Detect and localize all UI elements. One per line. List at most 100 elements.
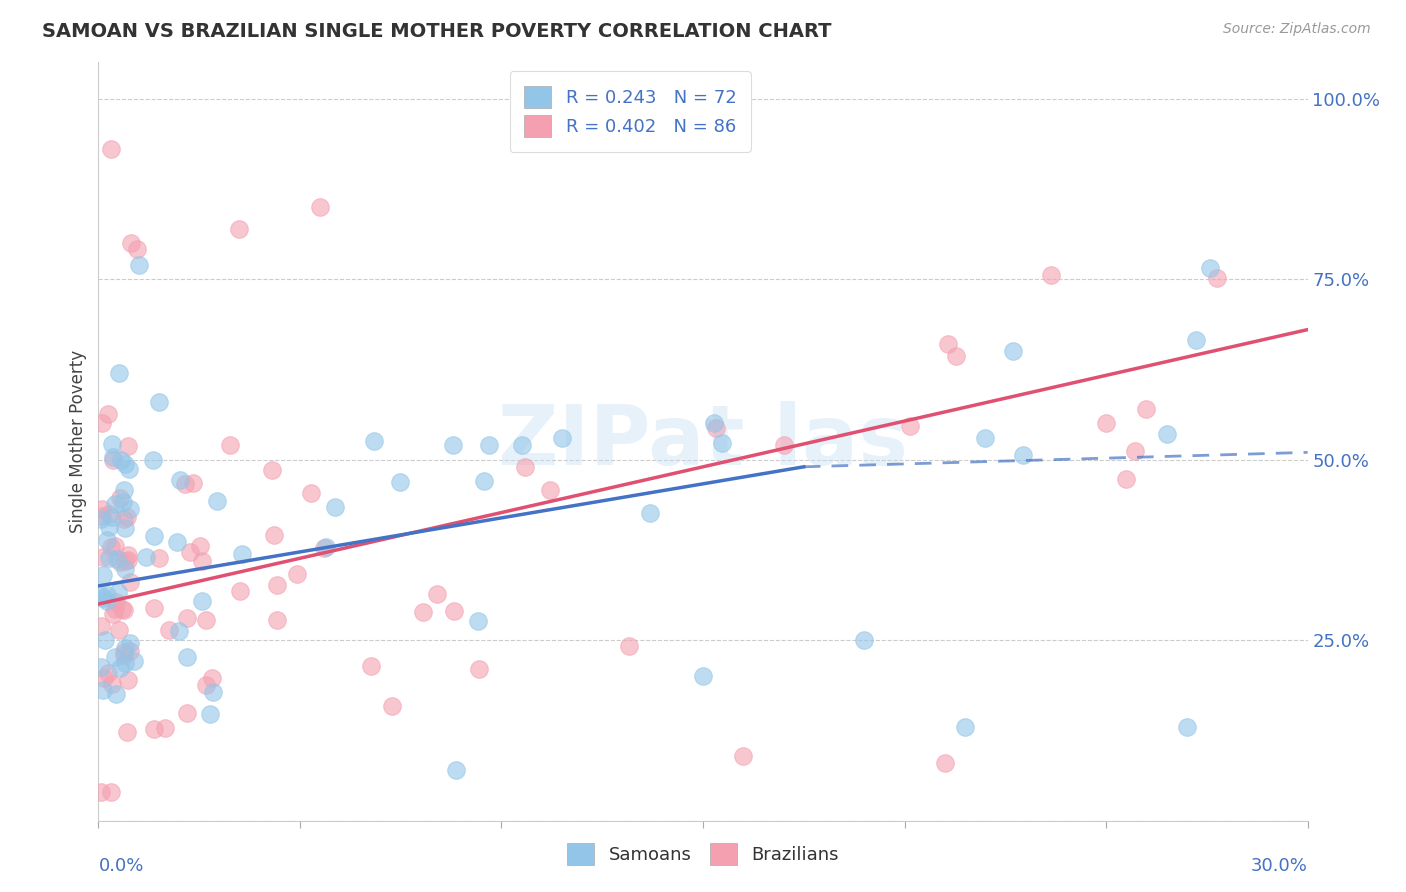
Point [93, 567, 115, 582]
Point [176, 650, 198, 665]
Point [1185, 334, 1208, 348]
Point [105, 552, 128, 566]
Point [120, 636, 142, 650]
Point [91, 502, 114, 516]
Y-axis label: Single Mother Poverty: Single Mother Poverty [69, 350, 87, 533]
Point [142, 453, 165, 467]
Point [124, 654, 146, 668]
Point [263, 528, 285, 542]
Point [231, 547, 253, 561]
Point [107, 584, 129, 599]
Point [167, 624, 190, 638]
Point [363, 434, 385, 448]
Point [953, 720, 976, 734]
Point [91, 682, 114, 697]
Point [510, 438, 533, 452]
Point [103, 607, 125, 621]
Point [114, 640, 136, 655]
Point [148, 551, 170, 566]
Point [472, 475, 495, 489]
Point [1002, 343, 1025, 358]
Point [98, 550, 121, 565]
Point [266, 578, 288, 592]
Point [314, 541, 336, 555]
Point [262, 462, 284, 476]
Point [101, 677, 124, 691]
Point [169, 473, 191, 487]
Point [117, 553, 139, 567]
Point [115, 725, 138, 739]
Point [179, 545, 201, 559]
Point [772, 438, 794, 452]
Point [114, 553, 136, 567]
Text: SAMOAN VS BRAZILIAN SINGLE MOTHER POVERTY CORRELATION CHART: SAMOAN VS BRAZILIAN SINGLE MOTHER POVERT… [42, 22, 832, 41]
Text: Source: ZipAtlas.com: Source: ZipAtlas.com [1223, 22, 1371, 37]
Text: 30.0%: 30.0% [1251, 856, 1308, 875]
Point [1039, 268, 1062, 282]
Point [389, 475, 412, 489]
Point [412, 605, 434, 619]
Point [157, 623, 180, 637]
Point [104, 539, 127, 553]
Point [444, 763, 467, 777]
Point [108, 491, 131, 505]
Point [97, 665, 120, 680]
Point [96, 594, 118, 608]
Point [90, 511, 112, 525]
Point [640, 506, 662, 520]
Point [936, 337, 959, 351]
Point [94, 632, 117, 647]
Point [443, 605, 465, 619]
Point [202, 684, 225, 698]
Point [96, 588, 118, 602]
Point [513, 459, 536, 474]
Point [142, 722, 165, 736]
Point [112, 645, 135, 659]
Point [128, 258, 150, 272]
Point [1205, 270, 1227, 285]
Point [125, 242, 148, 256]
Point [194, 613, 217, 627]
Point [1011, 448, 1033, 462]
Point [205, 493, 228, 508]
Point [176, 706, 198, 721]
Point [134, 549, 156, 564]
Point [703, 416, 725, 430]
Point [183, 475, 205, 490]
Point [174, 477, 197, 491]
Point [551, 431, 574, 445]
Point [153, 722, 176, 736]
Point [93, 671, 115, 685]
Point [441, 438, 464, 452]
Point [108, 623, 131, 637]
Point [323, 500, 346, 515]
Point [143, 601, 166, 615]
Point [148, 394, 170, 409]
Point [945, 349, 967, 363]
Point [191, 553, 214, 567]
Point [692, 669, 714, 683]
Point [98, 520, 121, 534]
Point [853, 633, 876, 648]
Point [90, 589, 112, 603]
Point [1123, 444, 1146, 458]
Point [218, 437, 240, 451]
Point [112, 483, 135, 497]
Point [229, 584, 252, 599]
Point [117, 549, 139, 563]
Point [96, 533, 118, 548]
Point [97, 407, 120, 421]
Point [381, 699, 404, 714]
Point [120, 575, 142, 590]
Point [934, 756, 956, 770]
Point [90, 660, 112, 674]
Point [90, 785, 112, 799]
Point [118, 502, 141, 516]
Point [201, 671, 224, 685]
Point [426, 587, 449, 601]
Point [105, 687, 128, 701]
Point [309, 200, 332, 214]
Point [706, 421, 728, 435]
Point [114, 562, 136, 576]
Point [112, 511, 135, 525]
